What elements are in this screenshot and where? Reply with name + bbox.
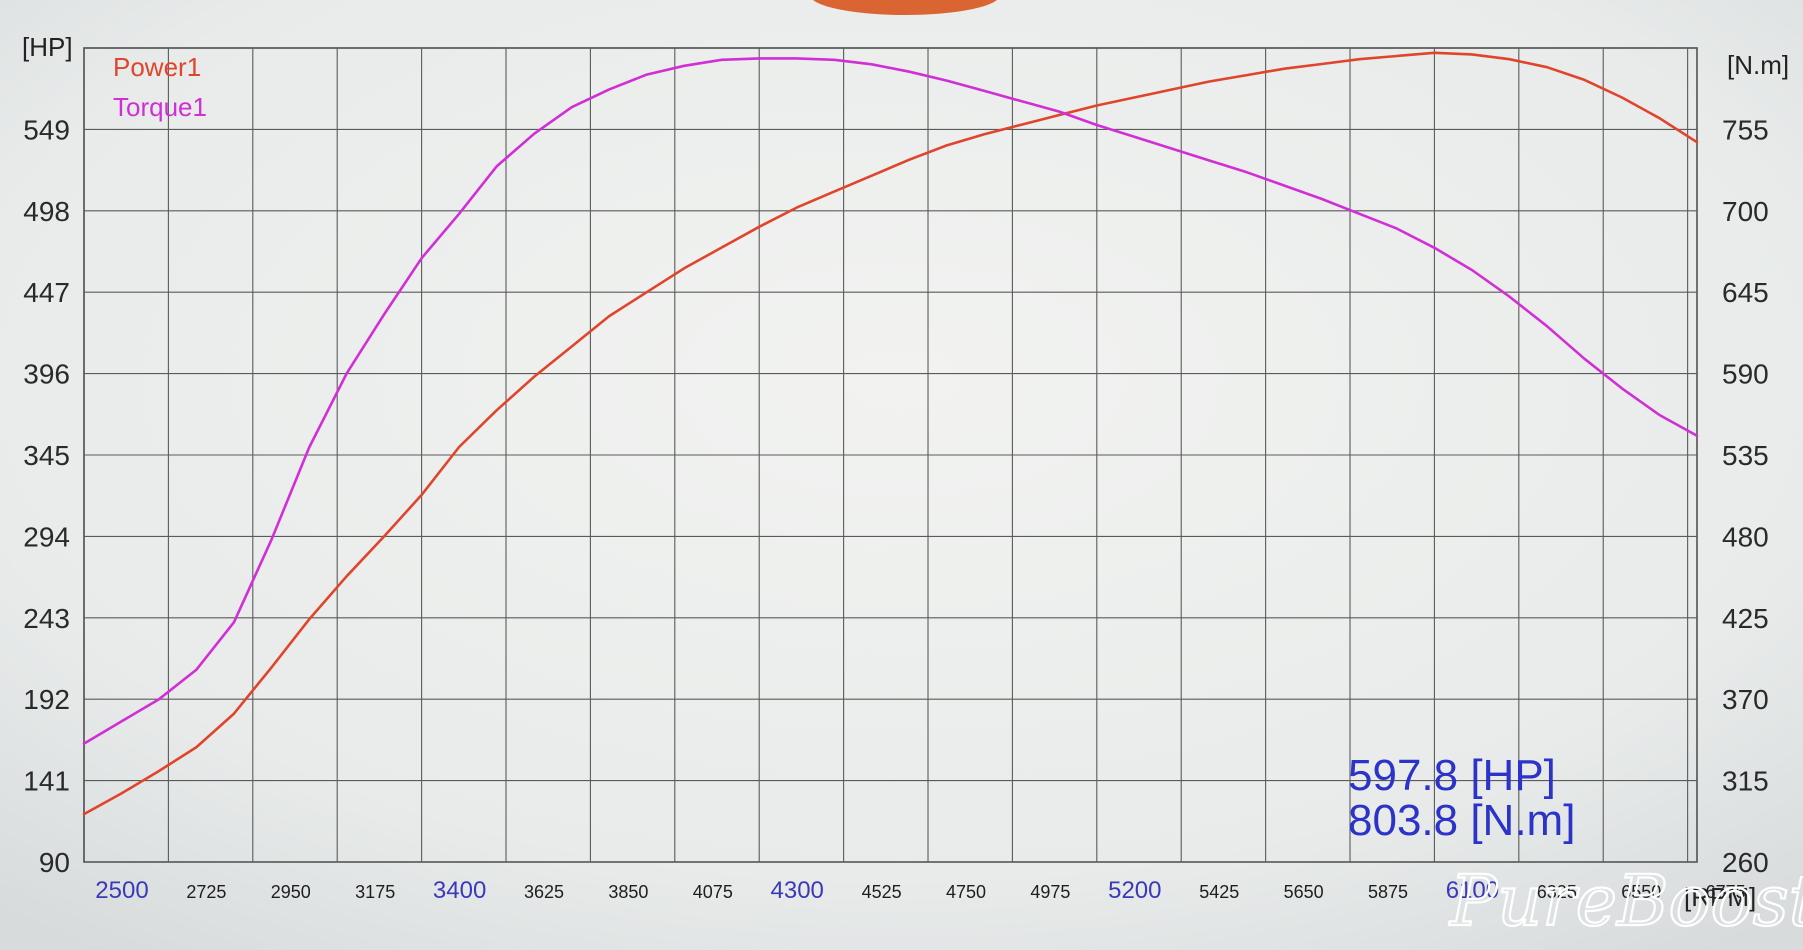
- x-tick-label: 3625: [524, 882, 564, 902]
- x-tick-label: 6775: [1706, 882, 1746, 902]
- x-tick-label: 5875: [1368, 882, 1408, 902]
- x-tick-label: 6550: [1621, 882, 1661, 902]
- power-readout: 597.8 [HP]: [1348, 751, 1556, 800]
- x-tick-label: 3175: [355, 882, 395, 902]
- legend-power1: Power1: [113, 52, 201, 82]
- x-tick-label: 5200: [1108, 877, 1161, 904]
- left-tick-label: 243: [23, 603, 70, 634]
- right-axis-label: [N.m]: [1727, 50, 1789, 80]
- x-tick-label: 4525: [862, 882, 902, 902]
- x-tick-label: 2950: [271, 882, 311, 902]
- left-tick-label: 90: [39, 847, 70, 878]
- right-tick-label: 535: [1722, 440, 1769, 471]
- x-tick-label: 4075: [693, 882, 733, 902]
- pureboost-watermark: PureBoost: [1448, 860, 1803, 942]
- x-tick-label: 4975: [1030, 882, 1070, 902]
- right-tick-label: 480: [1722, 521, 1769, 552]
- x-tick-label: 2725: [186, 882, 226, 902]
- left-tick-label: 498: [23, 196, 70, 227]
- right-tick-label: 370: [1722, 684, 1769, 715]
- x-tick-label: 2500: [95, 877, 148, 904]
- x-axis-label: [RPM]: [1684, 882, 1756, 912]
- x-axis-ticks: 2500 2725 2950 3175 3400 3625 3850 4075 4300 4525…: [95, 877, 1745, 904]
- x-tick-label: 3400: [433, 877, 486, 904]
- x-tick-label: 6100: [1446, 877, 1499, 904]
- series-line-power1: [82, 51, 1699, 816]
- right-tick-label: 425: [1722, 603, 1769, 634]
- left-tick-label: 192: [23, 684, 70, 715]
- x-tick-label: 5425: [1199, 882, 1239, 902]
- left-tick-label: 345: [23, 440, 70, 471]
- top-glare: [813, 0, 997, 15]
- gridlines: [83, 47, 1698, 863]
- left-tick-label: 294: [23, 521, 70, 552]
- x-tick-label: 5650: [1284, 882, 1324, 902]
- left-axis-label: [HP]: [22, 32, 73, 62]
- series-layer: [82, 51, 1699, 816]
- x-tick-label: 4750: [946, 882, 986, 902]
- right-axis-ticks: 260 315 370 425 480 535 590 645 700 755: [1722, 114, 1769, 878]
- torque-readout: 803.8 [N.m]: [1348, 796, 1575, 845]
- series-line-torque1: [82, 57, 1699, 745]
- x-tick-label: 6325: [1537, 882, 1577, 902]
- left-tick-label: 447: [23, 277, 70, 308]
- right-tick-label: 260: [1722, 847, 1769, 878]
- right-tick-label: 755: [1722, 114, 1769, 145]
- left-tick-label: 549: [23, 114, 70, 145]
- left-tick-label: 141: [23, 766, 70, 797]
- legend-torque1: Torque1: [113, 92, 207, 122]
- right-tick-label: 700: [1722, 196, 1769, 227]
- right-tick-label: 645: [1722, 277, 1769, 308]
- left-axis-ticks: 90 141 192 243 294 345 396 447 498 549: [23, 114, 70, 878]
- right-tick-label: 315: [1722, 766, 1769, 797]
- x-tick-label: 3850: [608, 882, 648, 902]
- left-tick-label: 396: [23, 359, 70, 390]
- right-tick-label: 590: [1722, 359, 1769, 390]
- x-tick-label: 4300: [771, 877, 824, 904]
